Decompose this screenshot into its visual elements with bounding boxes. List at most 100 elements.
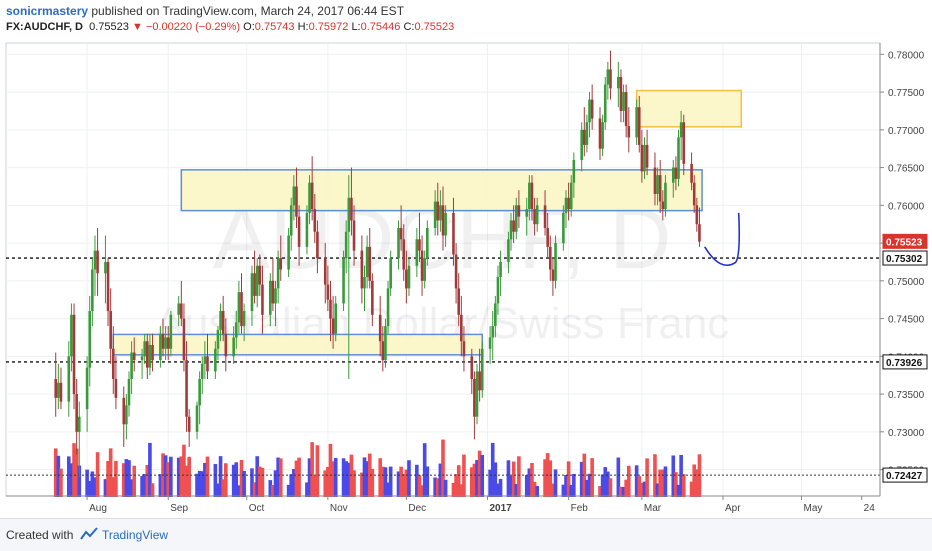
- volume-bar: [142, 474, 147, 497]
- volume-bar: [106, 460, 110, 497]
- symbol-label[interactable]: FX:AUDCHF, D: [6, 21, 83, 33]
- candle-body: [381, 341, 385, 361]
- candle-body: [350, 197, 353, 221]
- candle-body: [313, 209, 317, 232]
- candle-body: [214, 348, 217, 372]
- candle-body: [104, 261, 107, 274]
- volume-bar: [365, 461, 369, 497]
- candle-body: [305, 212, 309, 247]
- candle-body: [221, 311, 225, 334]
- candle-body: [268, 280, 272, 315]
- volume-bar: [271, 484, 275, 497]
- volume-bar: [182, 444, 186, 497]
- candle-body: [682, 122, 686, 164]
- volume-bar: [258, 466, 262, 497]
- horizontal-lines-layer: [6, 257, 880, 363]
- volume-bar: [166, 462, 171, 497]
- volume-bar: [420, 485, 424, 497]
- candle-body: [695, 205, 699, 225]
- tradingview-link[interactable]: TradingView: [102, 528, 169, 542]
- low-value: 0.75446: [360, 21, 401, 33]
- candle-body: [316, 231, 319, 259]
- x-tick-label: 2017: [489, 503, 512, 514]
- volume-bar: [268, 480, 273, 497]
- volume-bar: [585, 479, 589, 497]
- candle-body: [219, 311, 222, 330]
- volume-bar: [203, 462, 207, 497]
- candle-body: [389, 258, 392, 289]
- price-badge-label: 0.72427: [886, 471, 923, 482]
- close-value: 0.75523: [414, 21, 455, 33]
- candle-body: [240, 292, 243, 327]
- volume-bar: [74, 448, 79, 497]
- volume-bar: [582, 453, 587, 497]
- candle-body: [57, 382, 60, 398]
- volume-bar: [590, 458, 594, 497]
- y-tick-label: 0.78000: [888, 50, 925, 61]
- volume-bar: [681, 474, 686, 497]
- candle-body: [329, 299, 332, 319]
- volume-bar: [367, 453, 372, 497]
- volume-bar: [132, 465, 137, 497]
- volume-bar: [475, 460, 479, 497]
- candle-body: [551, 269, 555, 281]
- x-tick-label: Mar: [644, 503, 662, 514]
- candle-body: [454, 254, 458, 289]
- low-label: L:: [351, 21, 361, 33]
- ohlc-legend: FX:AUDCHF, D 0.75523 ▼ −0.00220 (−0.29%)…: [6, 21, 454, 33]
- candle-body: [583, 129, 586, 145]
- volume-bar: [417, 475, 422, 497]
- candle-body: [195, 405, 199, 432]
- volume-bar: [121, 463, 126, 497]
- candle-body: [237, 292, 241, 323]
- volume-bar: [511, 461, 516, 497]
- candle-body: [572, 160, 576, 183]
- volume-bar: [506, 460, 511, 497]
- volume-bar: [158, 474, 163, 497]
- volume-bar: [456, 465, 461, 497]
- volume-bar: [323, 470, 328, 497]
- candle-body: [507, 239, 510, 262]
- candle-body: [255, 265, 259, 296]
- candle-body: [606, 69, 610, 85]
- price-badge-label: 0.75523: [886, 237, 923, 248]
- candle-body: [289, 205, 293, 236]
- candle-body: [530, 182, 534, 210]
- candle-body: [452, 212, 455, 255]
- author-link[interactable]: sonicrmastery: [6, 4, 89, 18]
- price-chart[interactable]: AUDCHF, D Australian Dollar/Swiss Franc …: [0, 0, 932, 518]
- candle-body: [166, 337, 170, 349]
- volume-bar: [401, 473, 406, 497]
- candle-body: [276, 258, 280, 289]
- chart-header: sonicrmastery published on TradingView.c…: [0, 0, 932, 40]
- volume-bar: [616, 457, 621, 497]
- candle-body: [460, 314, 463, 342]
- volume-bar: [312, 475, 317, 497]
- candle-body: [75, 394, 78, 432]
- volume-bar: [569, 484, 574, 497]
- volume-bar: [603, 467, 608, 497]
- candle-body: [232, 337, 235, 357]
- candle-body: [261, 284, 264, 315]
- candle-body: [180, 303, 183, 319]
- candle-body: [91, 269, 94, 312]
- candle-body: [54, 378, 58, 398]
- candle-body: [601, 122, 604, 149]
- volume-bar: [451, 482, 456, 497]
- volume-bar: [297, 457, 301, 497]
- volume-bar: [286, 484, 291, 497]
- volume-bar: [213, 464, 218, 497]
- volume-bar: [653, 454, 657, 497]
- price-change: ▼ −0.00220 (−0.29%): [131, 21, 241, 33]
- volume-bar: [231, 464, 236, 497]
- volume-bar: [658, 469, 662, 497]
- y-tick-label: 0.77500: [888, 88, 925, 99]
- candle-body: [674, 167, 678, 179]
- volume-bar: [640, 482, 644, 497]
- volume-bar: [205, 456, 210, 497]
- candle-body: [512, 220, 515, 232]
- candle-body: [444, 212, 447, 236]
- candle-body: [271, 280, 275, 304]
- candle-body: [661, 201, 665, 210]
- candle-body: [274, 288, 277, 304]
